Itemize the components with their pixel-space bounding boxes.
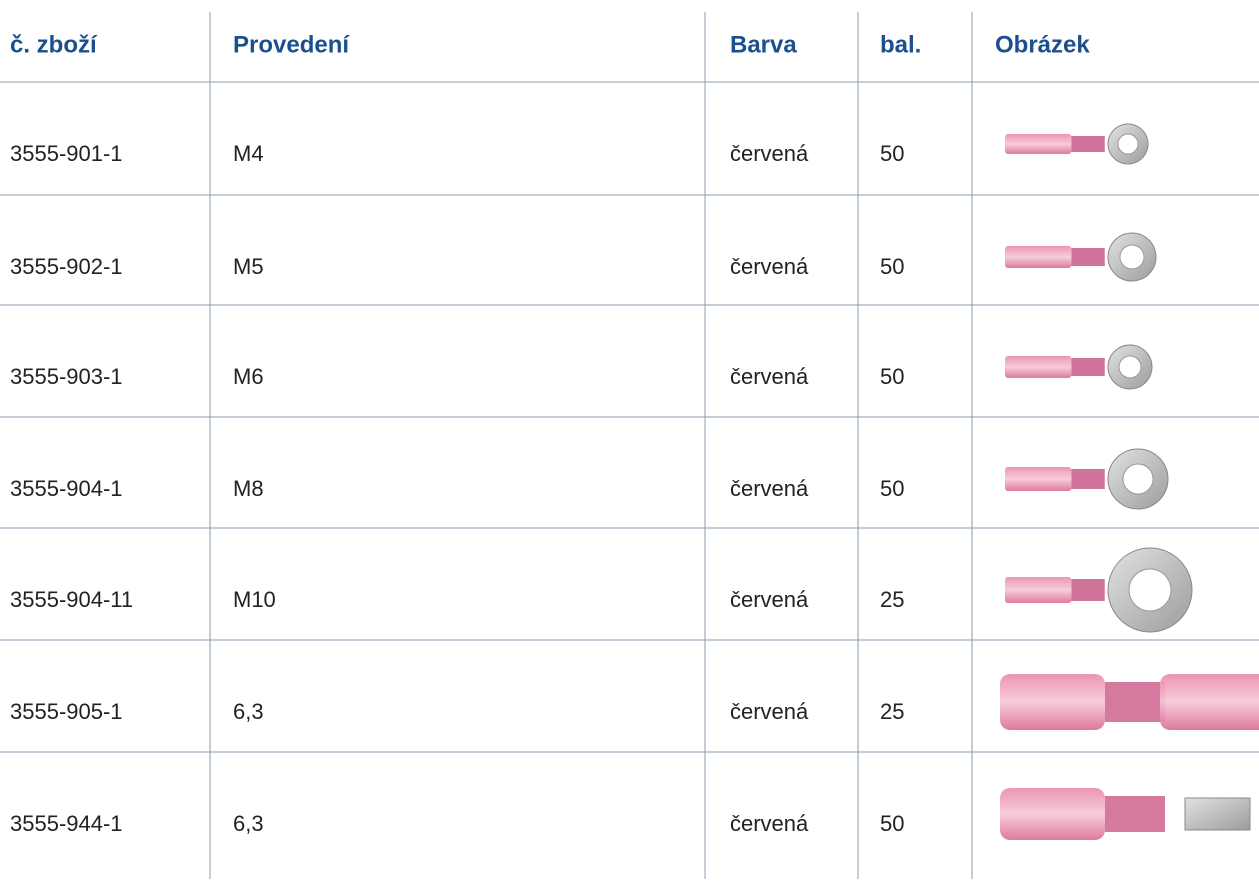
crimp [1072,248,1105,266]
ring-hole [1119,356,1141,378]
crimp [1072,358,1105,376]
cell: 50 [880,364,904,389]
cell: M8 [233,476,264,501]
cell: červená [730,141,809,166]
product-image [1005,345,1152,389]
cell: M5 [233,254,264,279]
cell: M4 [233,141,264,166]
crimp [1105,682,1165,722]
page: {"table": { "header": ["č. zboží", "Prov… [0,0,1259,879]
cell: 3555-904-1 [10,476,123,501]
ring-hole [1118,134,1138,154]
product-image [1000,788,1250,840]
header-cell: č. zboží [10,31,98,58]
product-image [1005,449,1168,509]
sleeve [1005,246,1072,268]
cell: 25 [880,699,904,724]
product-image [1005,548,1192,632]
cell: červená [730,811,809,836]
cell: červená [730,364,809,389]
cell: červená [730,587,809,612]
sleeve [1005,467,1072,491]
cell: 3555-904-11 [10,587,133,612]
cell: M10 [233,587,276,612]
header-cell: Obrázek [995,31,1090,58]
cell: červená [730,476,809,501]
blade [1185,798,1250,830]
ring-hole [1129,569,1171,611]
cell: M6 [233,364,264,389]
header-cell: Provedení [233,31,350,58]
cell: 50 [880,141,904,166]
cell: 3555-905-1 [10,699,123,724]
cell: 25 [880,587,904,612]
sleeve-a [1000,674,1105,730]
ring-hole [1123,464,1153,494]
cell: 50 [880,476,904,501]
cell: 3555-902-1 [10,254,123,279]
cell: 3555-903-1 [10,364,123,389]
product-image [1005,124,1148,164]
cell: 50 [880,254,904,279]
crimp [1105,796,1165,832]
crimp [1072,579,1105,601]
product-image [1005,233,1156,281]
header-cell: Barva [730,31,797,58]
cell: 3555-944-1 [10,811,123,836]
ring-hole [1120,245,1144,269]
crimp [1072,136,1105,152]
sleeve [1005,134,1072,154]
cell: 3555-901-1 [10,141,123,166]
crimp [1072,469,1105,489]
cell: 50 [880,811,904,836]
sleeve [1005,577,1072,603]
product-image [1000,674,1259,730]
cell: 6,3 [233,811,264,836]
cell: červená [730,254,809,279]
sleeve-a [1000,788,1105,840]
product-table: č. zboží Provedení Barva bal. Obrázek 3555-90… [0,0,1259,879]
header-cell: bal. [880,31,921,58]
sleeve-b [1160,674,1259,730]
sleeve [1005,356,1072,378]
cell: 6,3 [233,699,264,724]
cell: červená [730,699,809,724]
